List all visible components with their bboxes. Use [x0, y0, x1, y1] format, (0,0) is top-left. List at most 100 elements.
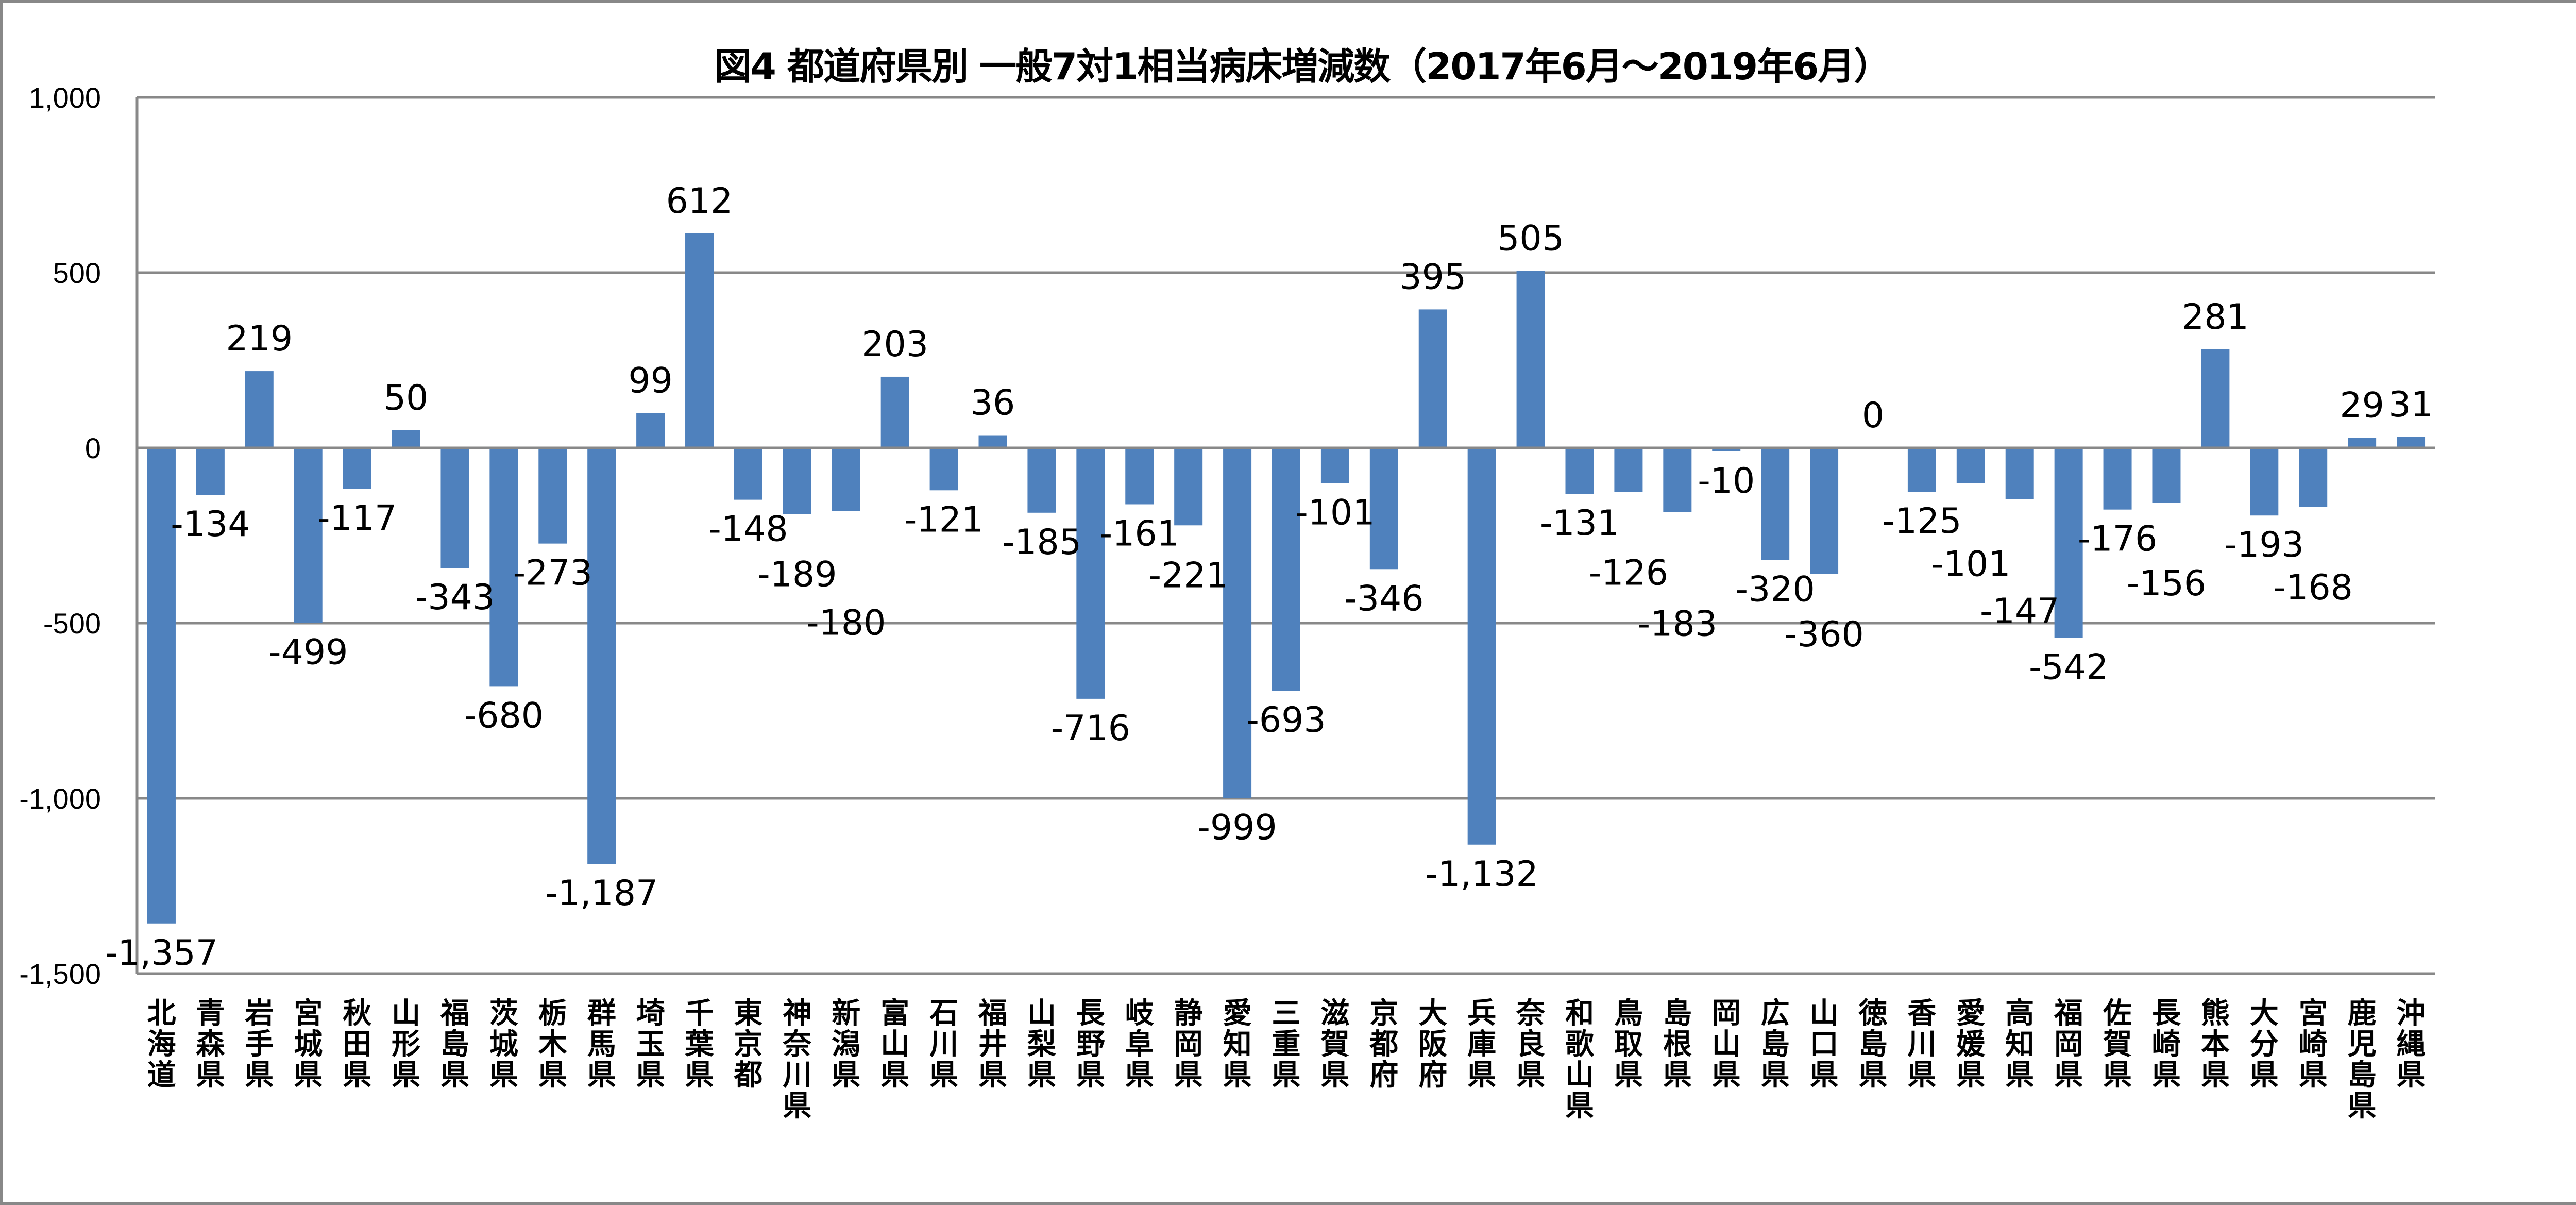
category-label: 徳島県 — [1858, 997, 1887, 1092]
bar-宮城県 — [294, 448, 323, 623]
category-label: 和歌山県 — [1565, 997, 1595, 1123]
bar-和歌山県 — [1565, 448, 1594, 494]
category-label: 山形県 — [392, 997, 420, 1092]
bar-沖縄県 — [2397, 437, 2426, 448]
data-label: -134 — [171, 504, 250, 545]
bar-茨城県 — [489, 448, 518, 687]
category-label: 愛媛県 — [1956, 997, 1986, 1092]
data-label: -499 — [268, 632, 348, 673]
bar-兵庫県 — [1467, 448, 1496, 845]
data-label: -148 — [708, 509, 788, 550]
category-label: 島根県 — [1663, 997, 1692, 1092]
data-label: -176 — [2078, 519, 2157, 560]
bar-山梨県 — [1027, 448, 1056, 513]
category-label: 福島県 — [440, 997, 469, 1092]
data-label: 0 — [1862, 395, 1884, 436]
data-label: -156 — [2127, 563, 2206, 604]
bar-北海道 — [147, 448, 176, 924]
data-label: 36 — [971, 383, 1015, 424]
category-label: 長崎県 — [2152, 997, 2181, 1092]
data-label: -221 — [1149, 555, 1228, 596]
category-label: 福井県 — [978, 997, 1007, 1092]
data-label: -168 — [2274, 567, 2353, 608]
category-label: 埼玉県 — [636, 997, 665, 1092]
data-label: 29 — [2340, 385, 2384, 426]
category-label: 岐阜県 — [1125, 997, 1154, 1092]
category-label: 広島県 — [1761, 997, 1790, 1092]
bar-神奈川県 — [783, 448, 811, 514]
data-label: -147 — [1980, 591, 2059, 632]
data-label: -189 — [757, 555, 837, 595]
data-label: -125 — [1882, 501, 1961, 542]
data-label: -542 — [2029, 647, 2108, 688]
bar-岩手県 — [245, 371, 274, 448]
data-label: -343 — [415, 577, 495, 618]
bar-鹿児島県 — [2348, 438, 2377, 448]
bar-高知県 — [2005, 448, 2034, 499]
category-label: 新潟県 — [832, 997, 860, 1092]
data-label: -101 — [1295, 493, 1375, 533]
bar-奈良県 — [1516, 271, 1545, 448]
category-label: 宮崎県 — [2299, 997, 2328, 1092]
data-label: -1,187 — [545, 873, 658, 914]
bar-愛知県 — [1223, 448, 1252, 798]
bar-新潟県 — [832, 448, 860, 511]
bar-広島県 — [1761, 448, 1790, 560]
y-tick-label: -1,500 — [19, 958, 101, 990]
bar-福井県 — [978, 435, 1007, 448]
category-label: 佐賀県 — [2103, 997, 2132, 1092]
bar-富山県 — [880, 376, 909, 448]
data-label: 99 — [628, 361, 673, 401]
category-label: 大分県 — [2250, 997, 2279, 1092]
data-label: -131 — [1540, 503, 1619, 544]
category-label: 滋賀県 — [1320, 997, 1349, 1092]
category-label: 富山県 — [880, 997, 909, 1092]
bar-長崎県 — [2152, 448, 2181, 503]
data-label: -10 — [1698, 461, 1755, 501]
bar-佐賀県 — [2103, 448, 2132, 510]
data-label: -346 — [1344, 578, 1423, 619]
data-label: -180 — [806, 602, 886, 643]
bar-大阪府 — [1418, 309, 1447, 448]
data-label: 31 — [2388, 384, 2433, 425]
category-label: 宮城県 — [294, 997, 323, 1092]
data-label: 612 — [666, 181, 733, 222]
data-label: 505 — [1497, 219, 1564, 259]
category-label: 石川県 — [929, 997, 958, 1092]
bar-静岡県 — [1174, 448, 1203, 526]
category-label: 京都府 — [1369, 997, 1398, 1092]
category-label: 北海道 — [147, 997, 176, 1092]
bar-鳥取県 — [1614, 448, 1643, 492]
category-label: 沖縄県 — [2397, 997, 2426, 1092]
category-label: 群馬県 — [587, 997, 616, 1092]
bar-岐阜県 — [1125, 448, 1154, 505]
bar-秋田県 — [343, 448, 371, 489]
data-label: -1,357 — [105, 933, 218, 974]
category-label: 高知県 — [2005, 997, 2034, 1092]
category-label: 香川県 — [1907, 997, 1936, 1092]
chart-title: 図4 都道府県別 一般7対1相当病床増減数（2017年6月～2019年6月） — [714, 45, 1891, 88]
bar-群馬県 — [587, 448, 616, 864]
category-label: 大阪府 — [1418, 997, 1447, 1092]
bar-東京都 — [734, 448, 762, 500]
data-label: 50 — [384, 378, 429, 419]
category-label: 三重県 — [1272, 997, 1301, 1092]
category-label: 山梨県 — [1027, 997, 1056, 1092]
data-label: -117 — [317, 498, 397, 539]
data-label: 395 — [1399, 257, 1466, 297]
bar-福岡県 — [2054, 448, 2083, 638]
category-label: 鳥取県 — [1614, 997, 1643, 1092]
bar-埼玉県 — [636, 413, 665, 448]
bar-愛媛県 — [1956, 448, 1985, 483]
category-label: 鹿児島県 — [2348, 997, 2377, 1123]
category-label: 秋田県 — [343, 997, 371, 1092]
data-label: -193 — [2225, 525, 2304, 565]
y-tick-label: 0 — [85, 432, 101, 464]
category-label: 岩手県 — [245, 997, 274, 1092]
category-label: 茨城県 — [489, 997, 518, 1092]
bar-栃木県 — [538, 448, 567, 544]
category-label: 兵庫県 — [1467, 997, 1496, 1092]
bar-宮崎県 — [2299, 448, 2328, 507]
data-label: -680 — [464, 695, 544, 736]
bar-青森県 — [196, 448, 225, 495]
